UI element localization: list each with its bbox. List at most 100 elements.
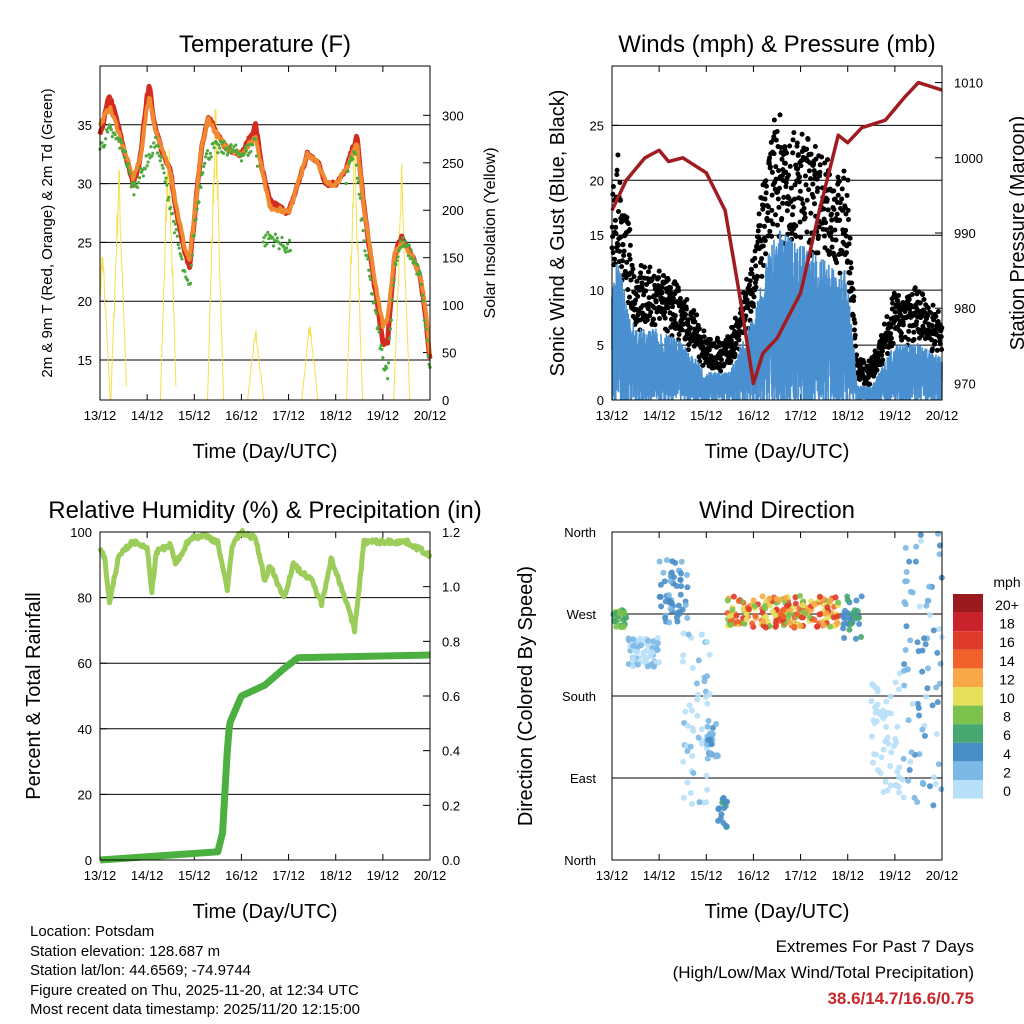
dewpoint-point [418, 271, 423, 276]
dewpoint-point [416, 263, 420, 267]
gust-point [812, 144, 818, 150]
dewpoint-point [192, 233, 196, 238]
dewpoint-point [271, 244, 276, 248]
solar-insolation-line [301, 326, 319, 401]
gust-point [888, 331, 894, 337]
gust-point [753, 284, 759, 290]
gust-point [619, 258, 625, 264]
direction-point [749, 620, 756, 627]
gust-point [634, 278, 640, 284]
gust-point [630, 266, 636, 272]
dewpoint-point [355, 176, 359, 180]
chart-title: Temperature (F) [179, 31, 351, 58]
direction-point [871, 719, 878, 726]
gust-point [885, 351, 891, 357]
gust-point [823, 220, 829, 226]
gust-point [851, 327, 857, 333]
direction-point [684, 615, 691, 622]
gust-point [846, 241, 852, 247]
direction-point [705, 736, 712, 743]
dewpoint-point [229, 143, 233, 147]
gust-point [821, 233, 827, 239]
dewpoint-point [173, 222, 178, 226]
direction-point [662, 598, 669, 605]
gust-point [616, 209, 622, 215]
legend-swatch [953, 687, 983, 706]
dewpoint-point [154, 135, 158, 139]
dewpoint-point [190, 253, 194, 258]
direction-point [693, 680, 700, 687]
dewpoint-point [146, 160, 150, 164]
dewpoint-point [100, 141, 104, 145]
dewpoint-point [116, 136, 120, 141]
dewpoint-point [254, 154, 259, 158]
gust-point [810, 194, 816, 200]
direction-point [657, 581, 664, 588]
gust-point [909, 291, 915, 297]
gust-point [891, 290, 897, 296]
y-tick-label: 60 [78, 656, 92, 671]
legend-label: 12 [999, 671, 1015, 687]
direction-point [920, 781, 927, 788]
direction-point [762, 613, 769, 620]
direction-point [703, 799, 710, 806]
gust-point [769, 233, 775, 239]
x-tick-label: 18/12 [319, 868, 352, 883]
direction-point [698, 631, 705, 638]
gust-point [867, 381, 873, 387]
direction-point [902, 601, 909, 608]
dewpoint-point [245, 143, 249, 147]
x-tick-label: 14/12 [643, 408, 676, 423]
x-tick-label: 20/12 [414, 868, 447, 883]
dewpoint-point [420, 293, 425, 297]
elevation: Station elevation: 128.687 m [30, 942, 221, 960]
gust-point [769, 169, 775, 175]
x-tick-label: 18/12 [831, 868, 864, 883]
gust-point [911, 336, 917, 342]
direction-point [919, 647, 926, 654]
x-tick-label: 15/12 [690, 868, 723, 883]
gust-point [772, 212, 778, 218]
direction-point [705, 717, 712, 724]
direction-point [667, 605, 674, 612]
solar-insolation-line [110, 169, 127, 401]
direction-point [916, 712, 923, 719]
legend-swatch [953, 780, 983, 799]
x-tick-label: 19/12 [367, 408, 400, 423]
direction-point [858, 593, 865, 600]
dewpoint-point [204, 152, 209, 156]
gust-point [621, 252, 627, 258]
dewpoint-point [270, 235, 275, 239]
dewpoint-point [370, 292, 375, 296]
dewpoint-point [159, 155, 163, 159]
direction-point [759, 593, 766, 600]
gust-point [665, 305, 671, 311]
direction-point [720, 805, 727, 812]
direction-point [924, 597, 931, 604]
direction-point [842, 615, 849, 622]
gust-point [755, 274, 761, 280]
direction-point [643, 654, 650, 661]
gust-point [793, 233, 799, 239]
direction-point [835, 599, 842, 606]
gust-point [825, 157, 831, 163]
gust-point [626, 252, 632, 258]
direction-point [670, 574, 677, 581]
dewpoint-point [253, 137, 258, 141]
direction-point [750, 597, 757, 604]
gust-point [761, 262, 767, 268]
recent-timestamp: Most recent data timestamp: 2025/11/20 1… [30, 1001, 360, 1018]
gust-point [770, 221, 776, 227]
dewpoint-point [172, 231, 177, 235]
y-tick-label: South [562, 689, 596, 704]
direction-point [620, 623, 627, 630]
gust-point [706, 347, 712, 353]
direction-point [680, 630, 687, 637]
direction-point [896, 789, 903, 796]
direction-point [694, 696, 701, 703]
direction-point [677, 570, 684, 577]
gust-point [732, 351, 738, 357]
dewpoint-point [145, 164, 149, 168]
gust-point [762, 196, 768, 202]
solar-insolation-line [247, 329, 265, 401]
